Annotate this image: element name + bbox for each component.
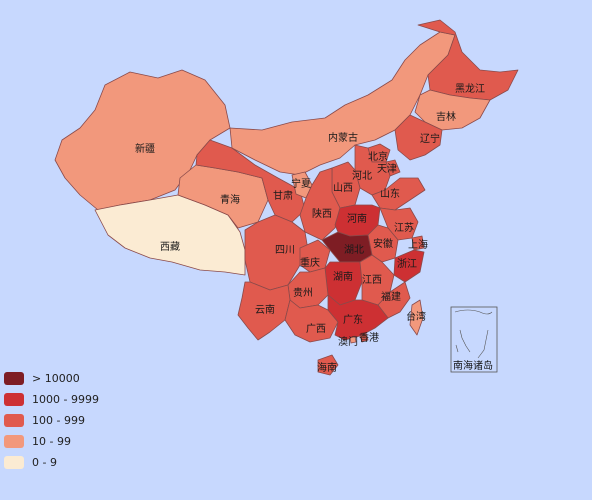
legend-label: 100 - 999 [32,414,85,427]
province-liaoning[interactable] [394,114,443,161]
label-qinghai: 青海 [220,193,240,206]
label-sichuan: 四川 [275,245,295,256]
label-tianjin: 天津 [377,163,397,175]
province-aomen[interactable] [349,335,357,344]
label-hunan: 湖南 [333,270,353,283]
label-zhejiang: 浙江 [397,258,417,270]
south-china-sea-inset [450,306,498,373]
province-hainan[interactable] [317,354,339,376]
label-xizang: 西藏 [160,241,180,253]
legend-label: > 10000 [32,372,80,385]
legend-swatch [4,456,24,469]
south-china-sea-label: 南海诸岛 [453,359,493,372]
label-taiwan: 台湾 [406,310,426,323]
province-shanghai[interactable] [411,235,425,251]
province-yunnan[interactable] [237,281,291,341]
label-hebei: 河北 [352,170,372,182]
label-gansu: 甘肃 [273,189,293,202]
legend-swatch [4,372,24,385]
province-jilin[interactable] [414,89,491,131]
label-anhui: 安徽 [373,237,393,250]
label-liaoning: 辽宁 [420,132,440,145]
legend-item-100-999[interactable]: 100 - 999 [4,410,99,431]
province-guangdong[interactable] [327,294,389,341]
label-aomen: 澳门 [338,335,358,348]
label-jilin: 吉林 [436,110,456,123]
label-fujian: 福建 [381,290,401,303]
legend-swatch [4,393,24,406]
province-xizang[interactable] [94,194,246,276]
province-taiwan[interactable] [409,299,424,336]
legend-label: 0 - 9 [32,456,57,469]
label-jiangxi: 江西 [362,274,382,286]
label-guangdong: 广东 [343,313,363,326]
label-shanxi: 山西 [333,182,353,194]
label-guizhou: 贵州 [293,286,313,299]
label-yunnan: 云南 [255,303,275,316]
legend-label: 10 - 99 [32,435,71,448]
label-xianggang: 香港 [359,332,379,344]
south-china-sea-islands [454,309,493,359]
legend-swatch [4,414,24,427]
legend-item-gt10000[interactable]: > 10000 [4,368,99,389]
label-hubei: 湖北 [344,244,364,256]
label-jiangsu: 江苏 [394,221,414,234]
label-guangxi: 广西 [306,323,326,335]
label-neimenggu: 内蒙古 [328,131,358,144]
label-chongqing: 重庆 [300,256,320,269]
label-ningxia: 宁夏 [291,177,311,190]
legend-item-0-9[interactable]: 0 - 9 [4,452,99,473]
legend-label: 1000 - 9999 [32,393,99,406]
label-shaanxi: 陕西 [312,207,332,220]
label-beijing: 北京 [368,150,388,163]
province-xianggang[interactable] [359,332,369,343]
label-heilongjiang: 黑龙江 [455,82,485,95]
label-shandong: 山东 [380,187,400,200]
legend-item-10-99[interactable]: 10 - 99 [4,431,99,452]
label-hainan: 海南 [317,361,337,374]
map-legend: > 10000 1000 - 9999 100 - 999 10 - 99 0 … [4,368,99,473]
label-shanghai: 上海 [408,238,428,251]
legend-item-1000-9999[interactable]: 1000 - 9999 [4,389,99,410]
legend-swatch [4,435,24,448]
label-henan: 河南 [347,212,367,225]
label-xinjiang: 新疆 [135,142,155,155]
